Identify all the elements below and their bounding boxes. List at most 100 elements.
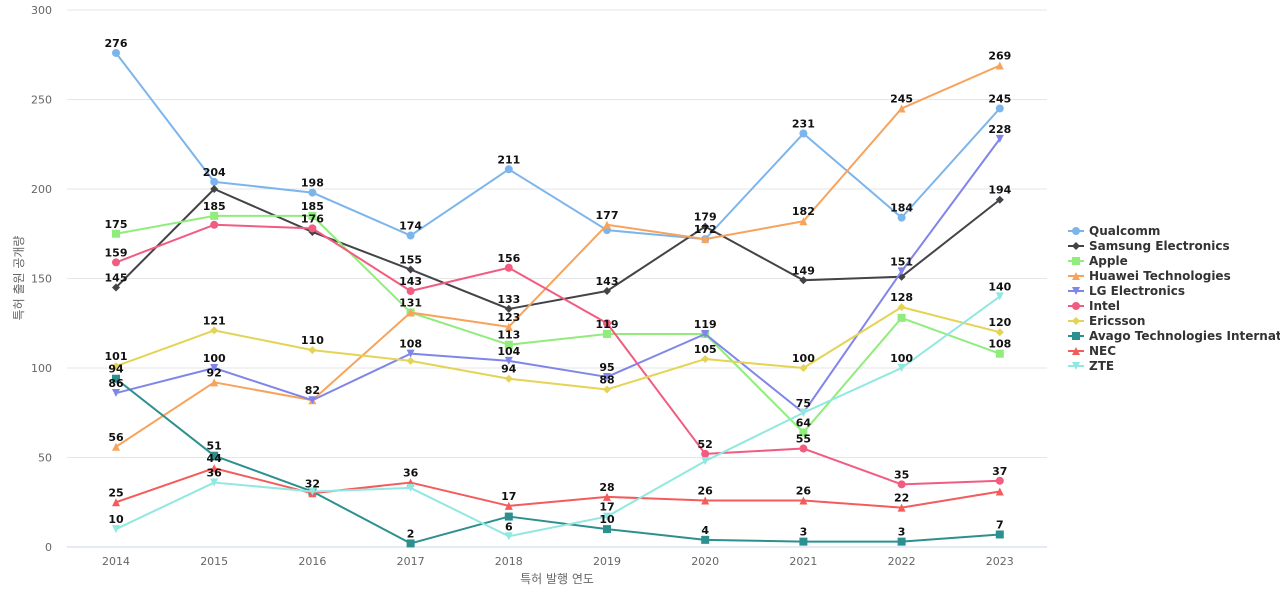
data-point[interactable] bbox=[897, 104, 906, 113]
data-point[interactable] bbox=[701, 235, 710, 244]
data-point[interactable] bbox=[504, 356, 513, 365]
data-point[interactable] bbox=[308, 346, 317, 355]
data-point[interactable] bbox=[897, 503, 906, 512]
data-point[interactable] bbox=[995, 134, 1004, 143]
data-point[interactable] bbox=[799, 496, 808, 505]
data-point[interactable] bbox=[504, 322, 513, 331]
series-line[interactable] bbox=[115, 188, 1001, 310]
data-point[interactable] bbox=[897, 480, 906, 489]
data-point[interactable] bbox=[799, 217, 808, 226]
data-point[interactable] bbox=[799, 428, 808, 437]
data-point[interactable] bbox=[995, 195, 1004, 204]
data-point[interactable] bbox=[112, 389, 120, 398]
legend-item[interactable]: Intel bbox=[1068, 299, 1120, 313]
data-point[interactable] bbox=[210, 326, 219, 335]
data-point[interactable] bbox=[897, 313, 906, 322]
series-line[interactable] bbox=[115, 377, 1000, 545]
data-point[interactable] bbox=[308, 487, 317, 496]
data-point[interactable] bbox=[112, 48, 120, 57]
legend-item[interactable]: Samsung Electronics bbox=[1068, 239, 1230, 253]
data-point[interactable] bbox=[603, 329, 611, 338]
data-point[interactable] bbox=[897, 267, 906, 276]
data-point[interactable] bbox=[406, 356, 415, 365]
data-point[interactable] bbox=[603, 512, 611, 521]
data-point[interactable] bbox=[504, 263, 513, 272]
data-point[interactable] bbox=[504, 512, 513, 521]
data-point[interactable] bbox=[112, 229, 120, 238]
data-point[interactable] bbox=[995, 487, 1004, 496]
data-point[interactable] bbox=[995, 328, 1004, 337]
data-point[interactable] bbox=[308, 188, 317, 197]
data-point[interactable] bbox=[504, 532, 513, 541]
series-line[interactable] bbox=[115, 295, 1001, 538]
data-point[interactable] bbox=[112, 258, 120, 267]
data-point[interactable] bbox=[504, 304, 513, 313]
data-point[interactable] bbox=[406, 231, 415, 240]
data-point[interactable] bbox=[112, 283, 120, 292]
legend-item[interactable]: Avago Technologies Internat... bbox=[1068, 329, 1280, 343]
data-point[interactable] bbox=[995, 292, 1004, 301]
legend-item[interactable]: NEC bbox=[1068, 344, 1116, 358]
series-line[interactable] bbox=[115, 138, 1001, 414]
data-point[interactable] bbox=[701, 329, 710, 338]
data-point[interactable] bbox=[799, 408, 808, 417]
data-point[interactable] bbox=[897, 537, 906, 546]
data-point[interactable] bbox=[603, 220, 611, 229]
data-point[interactable] bbox=[701, 535, 710, 544]
data-point[interactable] bbox=[603, 372, 611, 381]
data-point[interactable] bbox=[308, 211, 317, 220]
data-point[interactable] bbox=[897, 303, 906, 312]
data-point[interactable] bbox=[897, 213, 906, 222]
data-point[interactable] bbox=[799, 129, 808, 138]
series-line[interactable] bbox=[115, 64, 1001, 448]
data-point[interactable] bbox=[701, 355, 710, 364]
data-point[interactable] bbox=[504, 340, 513, 349]
data-point[interactable] bbox=[210, 364, 219, 372]
legend-item[interactable]: Ericsson bbox=[1068, 314, 1145, 328]
data-point[interactable] bbox=[995, 61, 1004, 70]
data-point[interactable] bbox=[406, 265, 415, 274]
series-line[interactable] bbox=[115, 223, 1000, 486]
data-point[interactable] bbox=[603, 492, 611, 501]
data-point[interactable] bbox=[210, 177, 219, 186]
data-point[interactable] bbox=[406, 287, 415, 296]
legend-item[interactable]: ZTE bbox=[1068, 359, 1114, 373]
data-point[interactable] bbox=[799, 364, 808, 372]
data-point[interactable] bbox=[112, 498, 120, 507]
data-point[interactable] bbox=[112, 442, 120, 451]
data-point[interactable] bbox=[799, 276, 808, 285]
data-point[interactable] bbox=[504, 501, 513, 510]
legend-item[interactable]: LG Electronics bbox=[1068, 284, 1185, 298]
data-point[interactable] bbox=[504, 374, 513, 383]
data-point[interactable] bbox=[995, 476, 1004, 485]
data-point[interactable] bbox=[210, 478, 219, 487]
series-line[interactable] bbox=[115, 306, 1001, 391]
series-line[interactable] bbox=[115, 214, 1001, 434]
data-point[interactable] bbox=[504, 165, 513, 174]
data-point[interactable] bbox=[210, 211, 219, 220]
legend-item[interactable]: Apple bbox=[1068, 254, 1128, 268]
data-point[interactable] bbox=[701, 457, 710, 466]
data-point[interactable] bbox=[603, 287, 611, 296]
data-point[interactable] bbox=[406, 483, 415, 492]
data-point[interactable] bbox=[603, 319, 611, 328]
data-point[interactable] bbox=[210, 220, 219, 229]
legend-item[interactable]: Qualcomm bbox=[1068, 224, 1160, 238]
data-point[interactable] bbox=[406, 539, 415, 548]
series-line[interactable] bbox=[115, 52, 1001, 241]
data-point[interactable] bbox=[897, 364, 906, 372]
data-point[interactable] bbox=[406, 349, 415, 358]
data-point[interactable] bbox=[210, 378, 219, 387]
data-point[interactable] bbox=[701, 222, 710, 231]
data-point[interactable] bbox=[210, 451, 219, 460]
series-line[interactable] bbox=[115, 467, 1000, 509]
data-point[interactable] bbox=[603, 385, 611, 394]
data-point[interactable] bbox=[210, 464, 219, 473]
data-point[interactable] bbox=[995, 349, 1004, 358]
data-point[interactable] bbox=[701, 496, 710, 505]
data-point[interactable] bbox=[799, 537, 808, 546]
data-point[interactable] bbox=[995, 530, 1004, 539]
data-point[interactable] bbox=[112, 525, 120, 534]
data-point[interactable] bbox=[112, 362, 120, 371]
